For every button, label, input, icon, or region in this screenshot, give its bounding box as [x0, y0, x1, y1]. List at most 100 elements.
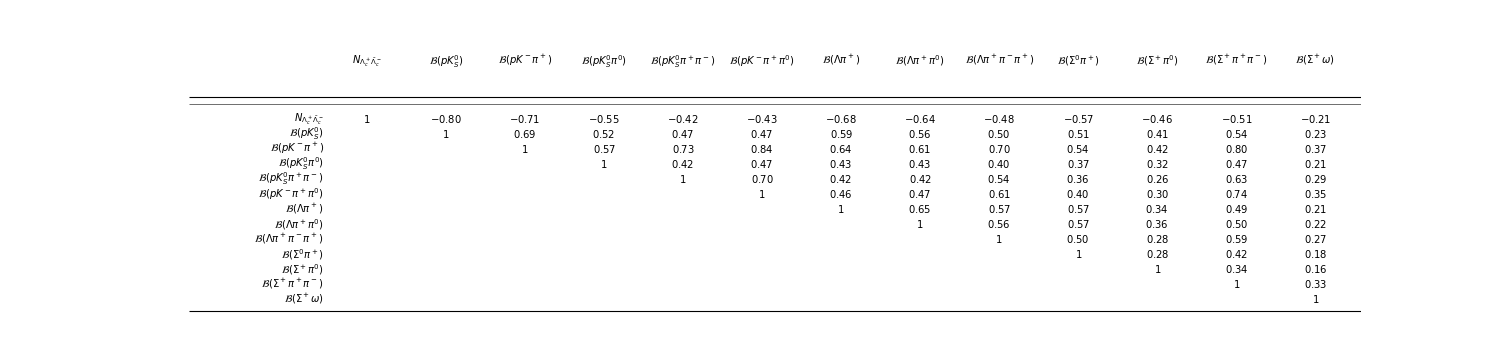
Text: $0.59$: $0.59$: [1225, 233, 1247, 245]
Text: $0.57$: $0.57$: [1067, 218, 1090, 230]
Text: $0.40$: $0.40$: [987, 158, 1012, 170]
Text: $0.34$: $0.34$: [1146, 203, 1169, 215]
Text: $0.49$: $0.49$: [1225, 203, 1247, 215]
Text: $0.42$: $0.42$: [1146, 143, 1169, 155]
Text: $1$: $1$: [363, 113, 370, 125]
Text: $0.28$: $0.28$: [1146, 248, 1169, 260]
Text: $0.35$: $0.35$: [1303, 188, 1328, 200]
Text: $0.70$: $0.70$: [987, 143, 1010, 155]
Text: $\mathcal{B}(pK^-\pi^+\pi^0)$: $\mathcal{B}(pK^-\pi^+\pi^0)$: [729, 53, 795, 69]
Text: $\mathcal{B}(\Lambda\pi^+\pi^-\pi^+)$: $\mathcal{B}(\Lambda\pi^+\pi^-\pi^+)$: [254, 232, 324, 246]
Text: $0.16$: $0.16$: [1303, 263, 1328, 275]
Text: $-0.55$: $-0.55$: [588, 113, 620, 125]
Text: $\mathcal{B}(pK_S^0)$: $\mathcal{B}(pK_S^0)$: [428, 53, 463, 70]
Text: $0.59$: $0.59$: [830, 128, 853, 140]
Text: $0.54$: $0.54$: [1225, 128, 1249, 140]
Text: $1$: $1$: [1075, 248, 1083, 260]
Text: $1$: $1$: [1312, 293, 1318, 306]
Text: $0.50$: $0.50$: [1225, 218, 1247, 230]
Text: $1$: $1$: [522, 143, 529, 155]
Text: $N_{\Lambda_c^+\bar{\Lambda}_c^-}$: $N_{\Lambda_c^+\bar{\Lambda}_c^-}$: [352, 53, 381, 69]
Text: $\mathcal{B}(pK_S^0)$: $\mathcal{B}(pK_S^0)$: [289, 125, 324, 142]
Text: $0.21$: $0.21$: [1303, 158, 1328, 170]
Text: $0.33$: $0.33$: [1303, 278, 1328, 290]
Text: $0.30$: $0.30$: [1146, 188, 1169, 200]
Text: $\mathcal{B}(pK_S^0\pi^0)$: $\mathcal{B}(pK_S^0\pi^0)$: [278, 155, 324, 172]
Text: $0.37$: $0.37$: [1066, 158, 1090, 170]
Text: $-0.43$: $-0.43$: [745, 113, 779, 125]
Text: $0.27$: $0.27$: [1303, 233, 1328, 245]
Text: $0.34$: $0.34$: [1225, 263, 1249, 275]
Text: $\mathcal{B}(pK_S^0\pi^+\pi^-)$: $\mathcal{B}(pK_S^0\pi^+\pi^-)$: [259, 171, 324, 187]
Text: $0.43$: $0.43$: [830, 158, 853, 170]
Text: $0.26$: $0.26$: [1146, 173, 1169, 185]
Text: $0.57$: $0.57$: [987, 203, 1010, 215]
Text: $0.50$: $0.50$: [1066, 233, 1090, 245]
Text: $1$: $1$: [679, 173, 686, 185]
Text: $\mathcal{B}(\Lambda\pi^+\pi^0)$: $\mathcal{B}(\Lambda\pi^+\pi^0)$: [895, 53, 945, 68]
Text: $0.80$: $0.80$: [1225, 143, 1247, 155]
Text: $0.28$: $0.28$: [1146, 233, 1169, 245]
Text: $0.57$: $0.57$: [1067, 203, 1090, 215]
Text: $0.74$: $0.74$: [1225, 188, 1247, 200]
Text: $\mathcal{B}(\Lambda\pi^+\pi^0)$: $\mathcal{B}(\Lambda\pi^+\pi^0)$: [274, 217, 324, 232]
Text: $1$: $1$: [442, 128, 449, 140]
Text: $-0.71$: $-0.71$: [510, 113, 540, 125]
Text: $-0.46$: $-0.46$: [1142, 113, 1173, 125]
Text: $0.73$: $0.73$: [671, 143, 694, 155]
Text: $0.42$: $0.42$: [830, 173, 853, 185]
Text: $\mathcal{B}(\Lambda\pi^+\pi^-\pi^+)$: $\mathcal{B}(\Lambda\pi^+\pi^-\pi^+)$: [965, 53, 1034, 68]
Text: $\mathcal{B}(\Sigma^+\pi^+\pi^-)$: $\mathcal{B}(\Sigma^+\pi^+\pi^-)$: [262, 277, 324, 291]
Text: $0.64$: $0.64$: [829, 143, 853, 155]
Text: $1$: $1$: [759, 188, 765, 200]
Text: $0.47$: $0.47$: [909, 188, 931, 200]
Text: $\mathcal{B}(\Sigma^+\omega)$: $\mathcal{B}(\Sigma^+\omega)$: [284, 292, 324, 307]
Text: $0.47$: $0.47$: [1225, 158, 1247, 170]
Text: $0.43$: $0.43$: [909, 158, 931, 170]
Text: $0.42$: $0.42$: [909, 173, 931, 185]
Text: $\mathcal{B}(\Sigma^+\pi^+\pi^-)$: $\mathcal{B}(\Sigma^+\pi^+\pi^-)$: [1205, 53, 1267, 68]
Text: $-0.51$: $-0.51$: [1220, 113, 1252, 125]
Text: $0.22$: $0.22$: [1303, 218, 1328, 230]
Text: $1$: $1$: [995, 233, 1002, 245]
Text: $1$: $1$: [600, 158, 608, 170]
Text: $-0.80$: $-0.80$: [429, 113, 461, 125]
Text: $\mathcal{B}(\Sigma^0\pi^+)$: $\mathcal{B}(\Sigma^0\pi^+)$: [1057, 53, 1099, 68]
Text: $-0.68$: $-0.68$: [826, 113, 857, 125]
Text: $\mathcal{B}(pK^-\pi^+)$: $\mathcal{B}(pK^-\pi^+)$: [497, 53, 552, 68]
Text: $\mathcal{B}(\Sigma^+\pi^0)$: $\mathcal{B}(\Sigma^+\pi^0)$: [281, 262, 324, 277]
Text: $\mathcal{B}(pK^-\pi^+\pi^0)$: $\mathcal{B}(pK^-\pi^+\pi^0)$: [259, 186, 324, 202]
Text: $1$: $1$: [1154, 263, 1161, 275]
Text: $\mathcal{B}(\Sigma^0\pi^+)$: $\mathcal{B}(\Sigma^0\pi^+)$: [281, 247, 324, 262]
Text: $0.61$: $0.61$: [909, 143, 931, 155]
Text: $0.52$: $0.52$: [593, 128, 615, 140]
Text: $0.21$: $0.21$: [1303, 203, 1328, 215]
Text: $0.42$: $0.42$: [671, 158, 694, 170]
Text: $1$: $1$: [1232, 278, 1240, 290]
Text: $0.29$: $0.29$: [1303, 173, 1328, 185]
Text: $\mathcal{B}(\Lambda\pi^+)$: $\mathcal{B}(\Lambda\pi^+)$: [823, 53, 860, 68]
Text: $0.41$: $0.41$: [1146, 128, 1169, 140]
Text: $0.40$: $0.40$: [1066, 188, 1090, 200]
Text: $1$: $1$: [838, 203, 845, 215]
Text: $0.36$: $0.36$: [1146, 218, 1169, 230]
Text: $0.42$: $0.42$: [1225, 248, 1247, 260]
Text: $0.56$: $0.56$: [987, 218, 1012, 230]
Text: $-0.64$: $-0.64$: [904, 113, 936, 125]
Text: $0.65$: $0.65$: [909, 203, 931, 215]
Text: $0.47$: $0.47$: [671, 128, 694, 140]
Text: $-0.42$: $-0.42$: [667, 113, 699, 125]
Text: $\mathcal{B}(\Lambda\pi^+)$: $\mathcal{B}(\Lambda\pi^+)$: [286, 202, 324, 216]
Text: $0.54$: $0.54$: [1066, 143, 1090, 155]
Text: $0.57$: $0.57$: [593, 143, 615, 155]
Text: $0.69$: $0.69$: [513, 128, 537, 140]
Text: $0.46$: $0.46$: [829, 188, 853, 200]
Text: $0.50$: $0.50$: [987, 128, 1012, 140]
Text: $-0.21$: $-0.21$: [1300, 113, 1331, 125]
Text: $\mathcal{B}(\Sigma^+\omega)$: $\mathcal{B}(\Sigma^+\omega)$: [1296, 53, 1335, 68]
Text: $0.37$: $0.37$: [1303, 143, 1328, 155]
Text: $0.84$: $0.84$: [750, 143, 774, 155]
Text: $0.23$: $0.23$: [1303, 128, 1328, 140]
Text: $0.54$: $0.54$: [987, 173, 1012, 185]
Text: $0.18$: $0.18$: [1303, 248, 1328, 260]
